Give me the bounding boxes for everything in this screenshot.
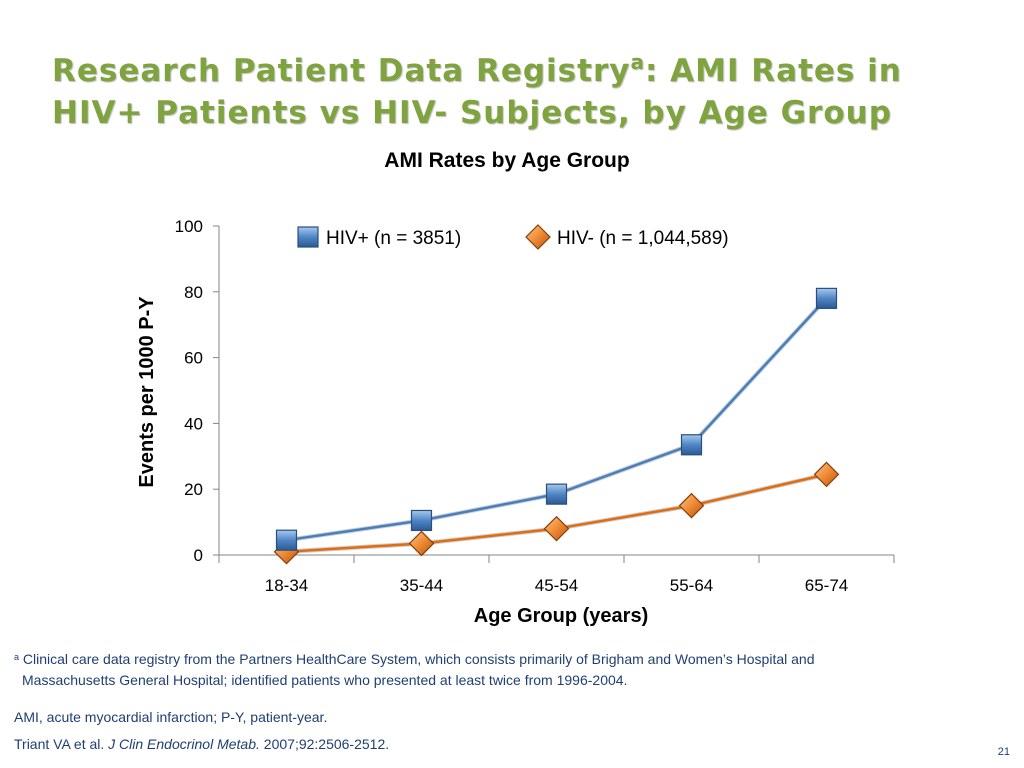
x-tick-label: 45-54 <box>535 576 578 595</box>
title-part1: Research Patient Data Registry <box>52 53 631 89</box>
legend-item-hiv-negative: HIV- (n = 1,044,589) <box>525 224 729 250</box>
footnote: a Clinical care data registry from the P… <box>14 647 914 691</box>
x-tick-label: 65-74 <box>805 576 848 595</box>
x-axis-label: Age Group (years) <box>474 605 648 627</box>
legend-marker <box>297 226 319 248</box>
abbreviations-note: AMI, acute myocardial infarction; P-Y, p… <box>14 709 328 725</box>
title-superscript: a <box>630 50 645 74</box>
x-tick-label: 18-34 <box>265 576 308 595</box>
data-point <box>680 434 703 456</box>
data-point <box>678 492 705 519</box>
legend-label: HIV- (n = 1,044,589) <box>557 228 729 249</box>
y-tick-label: 0 <box>194 546 203 565</box>
citation-journal: J Clin Endocrinol Metab. <box>108 736 260 752</box>
data-point <box>410 509 433 532</box>
legend-label: HIV+ (n = 3851) <box>326 228 461 249</box>
ami-rates-chart: AMI Rates by Age Group 0 20 40 60 80 100 18-34… <box>136 149 895 627</box>
y-tick-label: 60 <box>184 349 203 368</box>
series-hiv-negative <box>273 461 840 565</box>
citation-details: 2007;92:2506-2512. <box>259 736 390 752</box>
series-hiv-positive <box>275 287 838 551</box>
title-part2: : AMI Rates in <box>644 53 902 89</box>
footnote-line1: Clinical care data registry from the Par… <box>22 651 815 667</box>
data-point <box>545 483 568 505</box>
legend: HIV+ (n = 3851) HIV- (n = 1,044,589) <box>297 224 729 250</box>
footnote-marker: a <box>14 652 20 662</box>
data-point <box>543 515 570 542</box>
footnote-line2: Massachusetts General Hospital; identifi… <box>22 672 628 688</box>
y-tick-label: 80 <box>184 283 203 302</box>
data-point <box>275 529 298 551</box>
data-point <box>815 287 838 309</box>
slide-title: Research Patient Data Registrya: AMI Rat… <box>52 50 1012 134</box>
x-tick-label: 55-64 <box>670 576 713 595</box>
chart-title: AMI Rates by Age Group <box>384 149 629 172</box>
legend-marker <box>525 224 551 250</box>
title-line2: HIV+ Patients vs HIV- Subjects, by Age G… <box>52 95 892 131</box>
legend-item-hiv-positive: HIV+ (n = 3851) <box>297 226 461 249</box>
citation: Triant VA et al. J Clin Endocrinol Metab… <box>14 736 389 752</box>
y-tick-label: 40 <box>184 414 203 433</box>
citation-authors: Triant VA et al. <box>14 736 109 752</box>
y-tick-label: 20 <box>184 480 203 499</box>
page-number: 21 <box>997 746 1010 758</box>
data-point <box>408 530 435 557</box>
y-tick-label: 100 <box>175 217 203 236</box>
x-tick-label: 35-44 <box>400 576 443 595</box>
data-point <box>813 461 840 488</box>
y-axis-label: Events per 1000 P-Y <box>136 296 158 488</box>
